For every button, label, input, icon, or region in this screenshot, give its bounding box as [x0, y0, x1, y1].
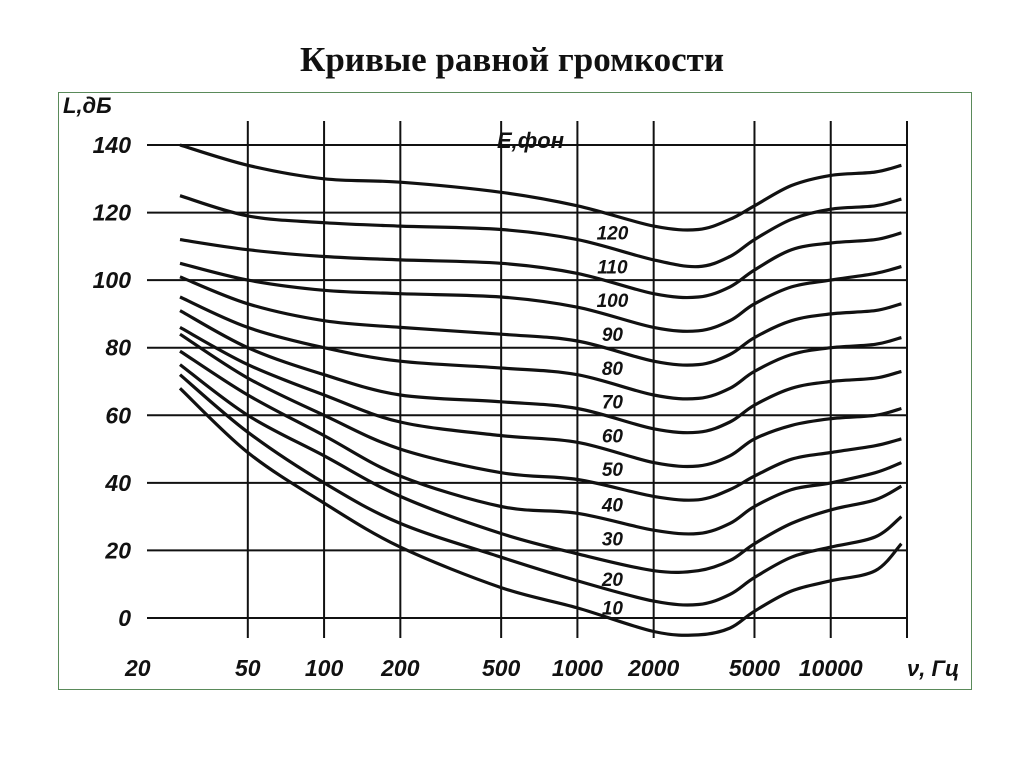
curve-label-110: 110 — [597, 257, 628, 278]
curve-label-90: 90 — [602, 325, 624, 346]
curve-label-30: 30 — [602, 529, 624, 550]
curve-70 — [179, 295, 902, 401]
curve-50 — [179, 325, 902, 469]
x-tick-100: 100 — [305, 655, 344, 681]
curve-label-10: 10 — [602, 599, 624, 620]
x-tick-50: 50 — [235, 655, 261, 681]
y-tick-20: 20 — [104, 537, 131, 563]
curve-30 — [179, 349, 902, 536]
y-tick-80: 80 — [105, 335, 131, 361]
curve-110 — [179, 194, 902, 269]
equal-loudness-chart: 0 20 40 60 80 100 120 140 20 50 100 200 500 1000 2000 5… — [63, 93, 959, 681]
curve-60 — [179, 309, 902, 435]
y-tick-40: 40 — [104, 470, 131, 496]
x-tick-20: 20 — [124, 655, 151, 681]
y-tick-100: 100 — [93, 267, 132, 293]
x-tick-2000: 2000 — [627, 655, 679, 681]
curve-10 — [178, 373, 903, 607]
x-tick-10000: 10000 — [799, 655, 863, 681]
y-tick-120: 120 — [93, 200, 132, 226]
curve-120 — [179, 143, 902, 232]
grid — [147, 121, 908, 638]
curve-threshold — [178, 387, 903, 637]
y-tick-60: 60 — [105, 402, 131, 428]
curve-labels: 120 110 100 90 80 70 60 50 40 30 20 10 — [597, 224, 629, 620]
curve-label-40: 40 — [601, 496, 624, 517]
x-tick-500: 500 — [482, 655, 521, 681]
y-axis-label: L,дБ — [63, 93, 112, 118]
curve-label-20: 20 — [601, 570, 624, 591]
chart-frame: 0 20 40 60 80 100 120 140 20 50 100 200 500 1000 2000 5… — [58, 92, 972, 690]
curves — [178, 143, 903, 637]
y-tick-140: 140 — [93, 132, 132, 158]
curve-label-80: 80 — [602, 359, 624, 380]
x-tick-200: 200 — [380, 655, 420, 681]
x-tick-1000: 1000 — [552, 655, 603, 681]
curve-label-70: 70 — [602, 393, 624, 414]
x-tick-5000: 5000 — [729, 655, 780, 681]
curve-40 — [179, 332, 902, 502]
x-axis-label: ν, Гц — [907, 656, 959, 681]
curve-80 — [179, 275, 902, 367]
tick-labels: 0 20 40 60 80 100 120 140 20 50 100 200 500 1000 2000 5… — [93, 132, 863, 681]
curve-label-100: 100 — [597, 291, 629, 312]
curve-label-60: 60 — [602, 426, 624, 447]
legend-title: E,фон — [497, 128, 564, 153]
curve-label-50: 50 — [602, 460, 624, 481]
curve-20 — [179, 363, 903, 574]
y-tick-0: 0 — [118, 605, 131, 631]
curve-90 — [179, 261, 902, 333]
curve-100 — [179, 231, 902, 300]
slide-title: Кривые равной громкости — [299, 40, 725, 79]
curve-label-120: 120 — [597, 224, 629, 245]
